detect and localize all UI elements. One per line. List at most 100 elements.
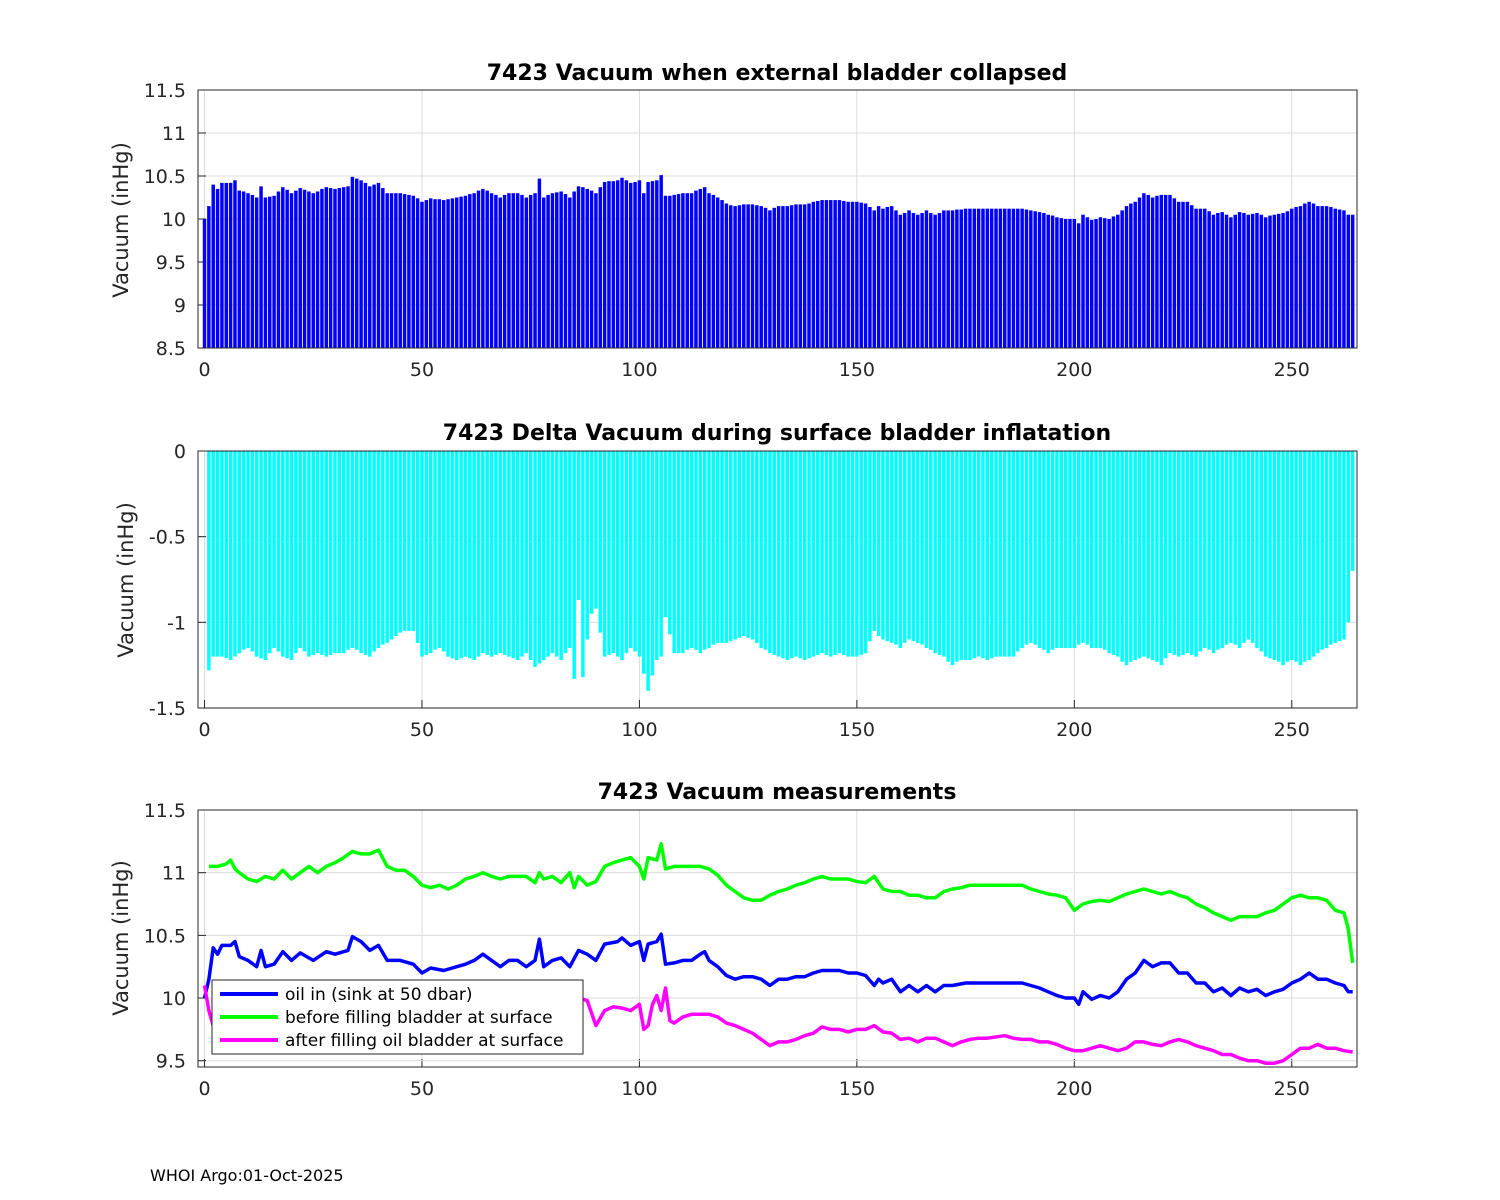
bar: [542, 451, 546, 661]
bar: [1329, 451, 1333, 645]
bar: [420, 201, 424, 348]
bar: [281, 187, 285, 348]
bar: [546, 194, 550, 348]
bar: [1042, 451, 1046, 650]
bar: [211, 451, 215, 657]
bar: [1207, 211, 1211, 348]
bar: [898, 214, 903, 348]
bar: [1081, 214, 1085, 348]
bar: [685, 193, 689, 348]
bar: [1298, 206, 1303, 348]
bar: [1311, 203, 1316, 348]
bar: [615, 180, 620, 348]
bar: [481, 188, 485, 348]
bar: [1268, 215, 1272, 348]
bar: [968, 208, 972, 348]
bar: [1085, 217, 1090, 348]
bar: [581, 187, 585, 348]
bar: [450, 198, 455, 348]
bar: [463, 195, 468, 348]
bar: [789, 205, 794, 348]
bar: [272, 451, 276, 649]
bar: [1316, 206, 1320, 348]
bar: [559, 191, 563, 348]
bar: [1020, 451, 1024, 649]
bar: [994, 451, 998, 657]
y-tick-label: 10.5: [144, 166, 186, 188]
bar: [1337, 209, 1342, 348]
bar: [542, 197, 546, 348]
bar: [759, 451, 763, 649]
bar: [659, 451, 663, 657]
bar: [1246, 451, 1251, 640]
bar: [707, 451, 711, 649]
bar: [855, 201, 859, 348]
bar: [1155, 195, 1159, 348]
x-tick-label: 50: [410, 1078, 434, 1100]
bar: [872, 451, 877, 631]
bar: [537, 178, 542, 348]
bar: [394, 193, 398, 348]
bar: [1089, 451, 1094, 649]
bar: [346, 451, 350, 650]
bar: [524, 451, 529, 654]
bar: [685, 451, 689, 650]
bar: [1146, 194, 1150, 348]
delta-vacuum-bar-chart: 7423 Delta Vacuum during surface bladder…: [114, 421, 1358, 741]
bar: [585, 188, 589, 348]
bar: [563, 194, 568, 348]
bar: [1220, 212, 1224, 348]
bar: [1142, 451, 1146, 657]
bar: [1107, 219, 1111, 348]
bar: [459, 451, 463, 659]
bar: [259, 451, 263, 659]
bar: [311, 193, 315, 348]
bar: [441, 200, 446, 348]
bar: [220, 182, 224, 348]
y-tick-label: 8.5: [156, 338, 186, 360]
bar: [994, 208, 998, 348]
bar: [1303, 203, 1307, 348]
bar: [415, 198, 420, 348]
bar: [398, 193, 402, 348]
bar: [755, 451, 759, 643]
y-axis-label: Vacuum (inHg): [109, 860, 133, 1016]
bar: [550, 193, 555, 348]
y-axis-label: Vacuum (inHg): [109, 142, 133, 298]
bar: [450, 451, 455, 659]
bar: [1094, 451, 1098, 649]
bar: [472, 451, 476, 661]
bar: [1350, 214, 1355, 348]
bar: [1333, 208, 1337, 348]
bar: [1342, 451, 1346, 640]
bar: [889, 451, 894, 643]
bar: [920, 451, 924, 645]
bar: [1211, 451, 1216, 654]
bar: [968, 451, 972, 661]
bar: [302, 451, 307, 652]
bar: [420, 451, 424, 657]
bar: [602, 182, 607, 348]
bar: [1016, 208, 1020, 348]
bar: [333, 451, 337, 654]
bar: [724, 203, 729, 348]
bar: [763, 451, 768, 650]
bar: [1298, 451, 1303, 666]
y-tick-label: 11.5: [144, 800, 186, 822]
bar: [507, 451, 511, 657]
bar: [502, 194, 507, 348]
bar: [824, 451, 829, 655]
bar: [1307, 201, 1311, 348]
bar: [1255, 451, 1259, 649]
y-tick-label: 0: [174, 441, 186, 463]
bar: [733, 451, 737, 640]
bar: [624, 451, 629, 654]
bar: [1320, 451, 1324, 650]
bar: [907, 210, 911, 348]
bar: [498, 451, 502, 654]
bar: [963, 208, 968, 348]
bar: [772, 451, 776, 655]
bar: [955, 451, 959, 662]
bar: [1189, 451, 1194, 655]
bar: [528, 451, 533, 661]
